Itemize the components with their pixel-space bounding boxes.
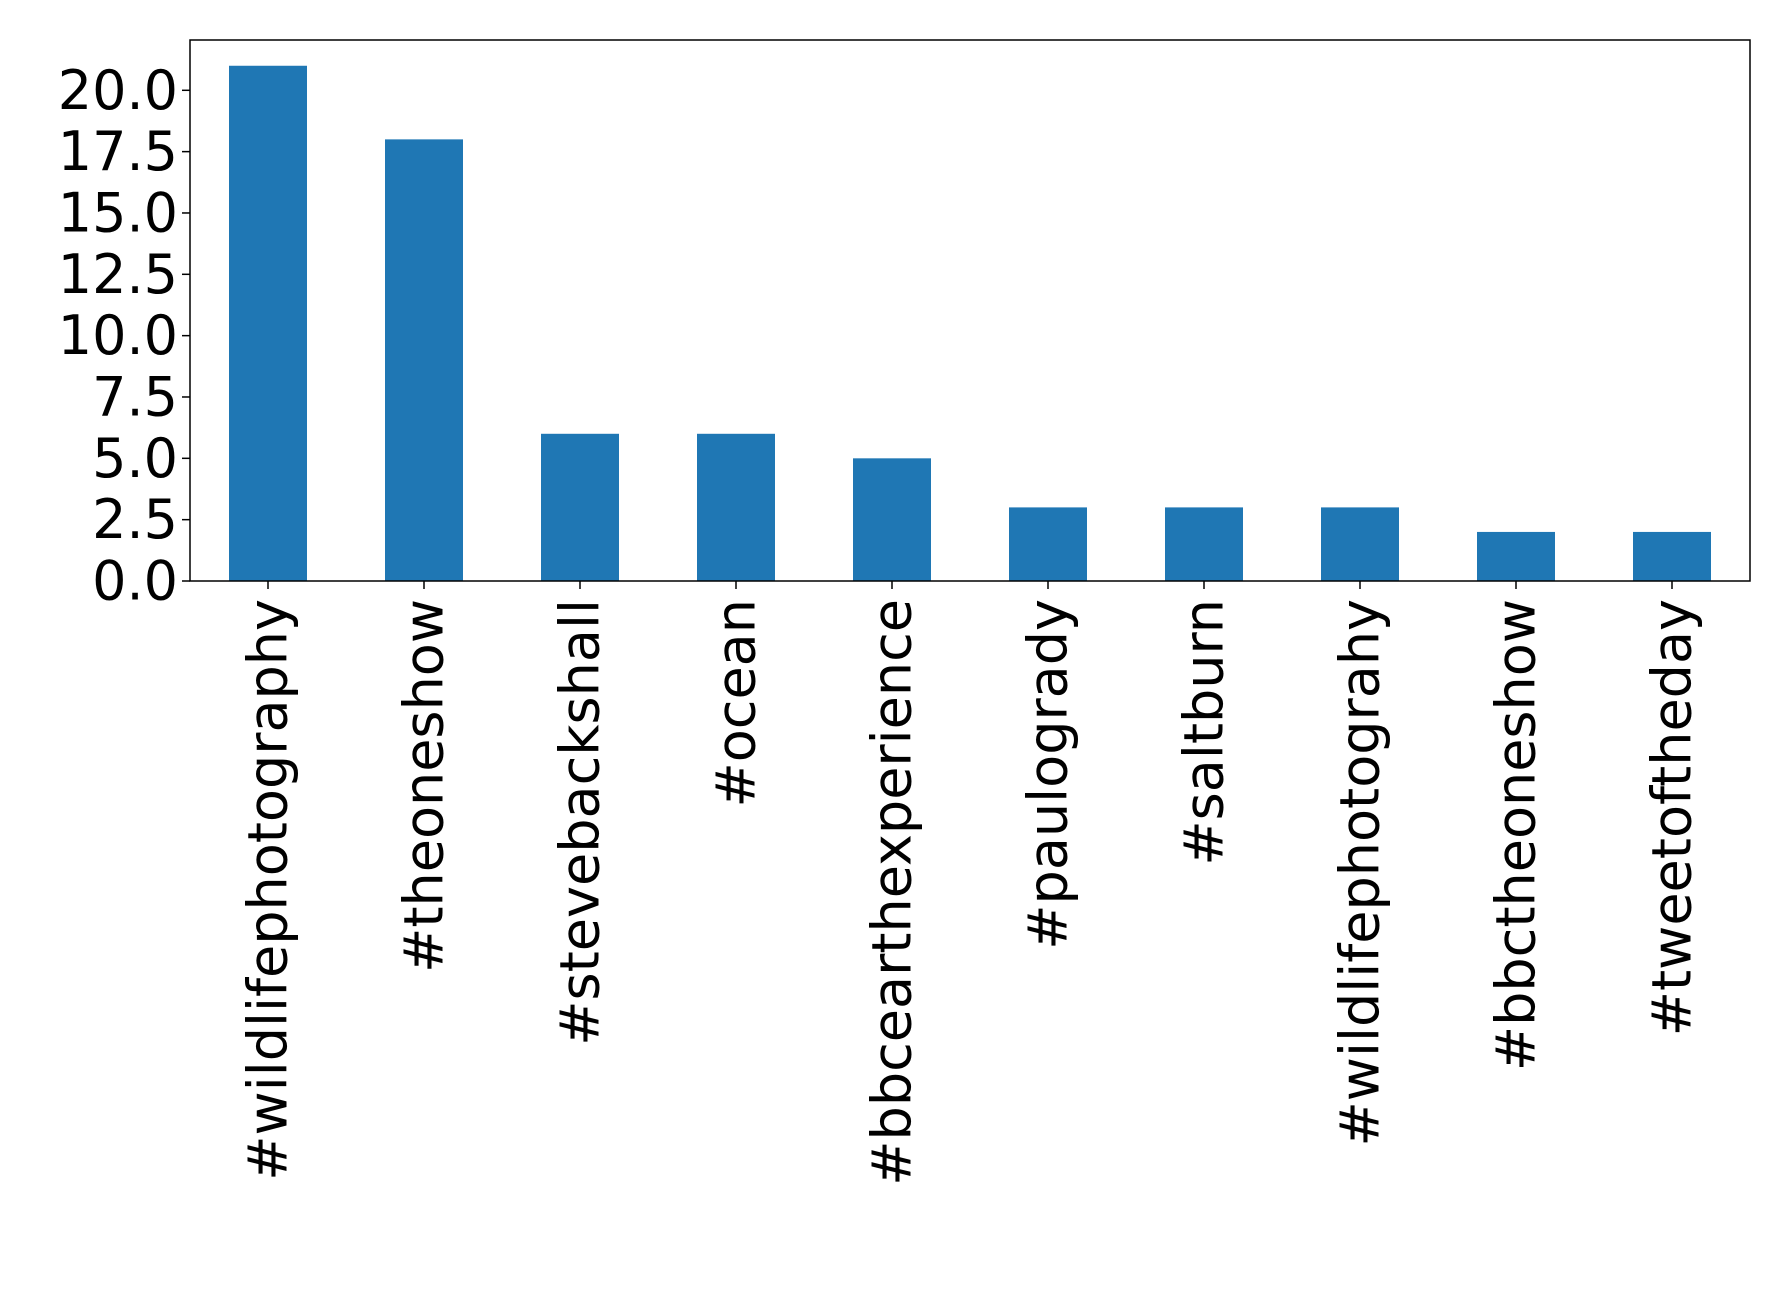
y-tick-label: 10.0: [58, 304, 178, 367]
x-tick-label: #stevebackshall: [549, 599, 612, 1046]
y-tick-label: 0.0: [92, 550, 178, 613]
x-tick-label: #ocean: [705, 599, 768, 808]
x-tick-label: #theoneshow: [393, 599, 456, 973]
x-tick-label: #saltburn: [1173, 599, 1236, 866]
x-tick-label: #paulogrady: [1017, 599, 1080, 950]
bar-saltburn: [1165, 507, 1243, 581]
y-tick-label: 15.0: [58, 181, 178, 244]
y-tick-label: 7.5: [92, 365, 178, 428]
x-tick-label: #wildlifephotography: [237, 599, 300, 1181]
bars-group: [229, 65, 1711, 581]
y-tick-label: 2.5: [92, 488, 178, 551]
y-axis: 0.02.55.07.510.012.515.017.520.0: [58, 59, 190, 613]
bar-wildlifephotograhy: [1321, 507, 1399, 581]
bar-stevebackshall: [541, 433, 619, 581]
bar-ocean: [697, 433, 775, 581]
plot-frame: [189, 39, 1751, 582]
x-tick-label: #wildlifephotograhy: [1329, 599, 1392, 1146]
y-tick-label: 20.0: [58, 59, 178, 122]
bar-theoneshow: [385, 139, 463, 581]
x-tick-label: #bbctheoneshow: [1485, 599, 1548, 1071]
y-tick-label: 12.5: [58, 243, 178, 306]
bar-paulogrady: [1009, 507, 1087, 581]
bar-bbctheoneshow: [1477, 531, 1555, 581]
x-axis: #wildlifephotography #theoneshow #stevebac…: [237, 581, 1704, 1186]
bar-tweetoftheday: [1633, 531, 1711, 581]
y-tick-label: 17.5: [58, 120, 178, 183]
bar-wildlifephotography: [229, 65, 307, 581]
y-tick-label: 5.0: [92, 427, 178, 490]
x-tick-label: #bbcearthexperience: [861, 599, 924, 1186]
bar-bbcearthexperience: [853, 458, 931, 581]
x-tick-label: #tweetoftheday: [1641, 599, 1704, 1036]
